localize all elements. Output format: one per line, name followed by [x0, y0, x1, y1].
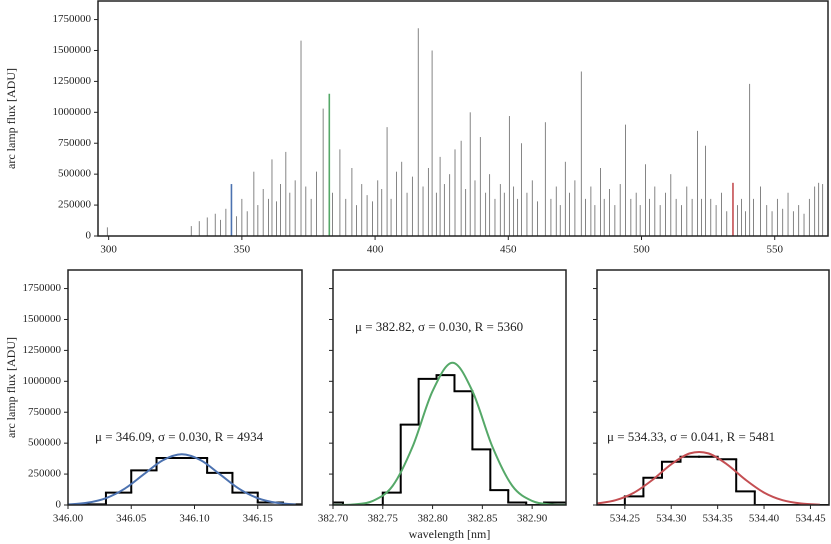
x-tick-label: 382.85 [467, 513, 498, 525]
fit-annotation: μ = 382.82, σ = 0.030, R = 5360 [355, 319, 523, 334]
axes-frame [332, 269, 567, 506]
x-tick-label: 346.10 [179, 513, 210, 525]
axes-frame [97, 0, 829, 237]
x-tick-label: 382.75 [368, 513, 399, 525]
axes-frame [596, 269, 830, 506]
x-tick-label: 346.15 [243, 513, 274, 525]
x-axis-label: wavelength [nm] [409, 527, 491, 541]
x-tick-label: 400 [367, 244, 384, 256]
y-tick-label: 750000 [28, 406, 62, 418]
y-tick-label: 250000 [58, 199, 92, 211]
y-tick-label: 1500000 [53, 44, 92, 56]
plot-area [333, 361, 566, 505]
y-tick-label: 1500000 [23, 313, 62, 325]
axes-frame [67, 269, 303, 506]
x-tick-label: 350 [234, 244, 251, 256]
fit-annotation: μ = 346.09, σ = 0.030, R = 4934 [95, 429, 264, 444]
fit-curve [333, 361, 566, 505]
x-tick-label: 450 [500, 244, 517, 256]
y-axis-label: arc lamp flux [ADU] [4, 337, 18, 438]
plot-area [597, 450, 829, 505]
y-tick-label: 250000 [28, 468, 62, 480]
y-tick-label: 1000000 [53, 106, 92, 118]
x-tick-label: 500 [633, 244, 650, 256]
x-tick-label: 534.40 [749, 513, 780, 525]
y-tick-label: 500000 [58, 168, 92, 180]
y-tick-label: 1000000 [23, 375, 62, 387]
x-tick-label: 346.00 [53, 513, 84, 525]
fit-annotation: μ = 534.33, σ = 0.041, R = 5481 [607, 429, 775, 444]
y-tick-label: 1750000 [53, 13, 92, 25]
y-tick-label: 750000 [58, 137, 92, 149]
x-tick-label: 534.45 [795, 513, 826, 525]
x-tick-label: 382.90 [517, 513, 548, 525]
y-tick-label: 1250000 [53, 75, 92, 87]
fit-curve [597, 450, 820, 505]
x-tick-label: 550 [766, 244, 783, 256]
y-tick-label: 1750000 [23, 282, 62, 294]
y-axis-label: arc lamp flux [ADU] [4, 68, 18, 169]
x-tick-label: 534.35 [703, 513, 734, 525]
x-tick-label: 382.70 [318, 513, 349, 525]
y-tick-label: 0 [56, 499, 62, 511]
x-tick-label: 382.80 [417, 513, 448, 525]
fit-curve [68, 453, 296, 505]
plot-area [106, 28, 824, 236]
x-tick-label: 300 [100, 244, 117, 256]
y-tick-label: 0 [86, 230, 92, 242]
y-tick-label: 500000 [28, 437, 62, 449]
plot-area [68, 453, 302, 505]
x-tick-label: 534.25 [610, 513, 641, 525]
x-tick-label: 346.05 [116, 513, 147, 525]
x-tick-label: 534.30 [656, 513, 687, 525]
y-tick-label: 1250000 [23, 344, 62, 356]
